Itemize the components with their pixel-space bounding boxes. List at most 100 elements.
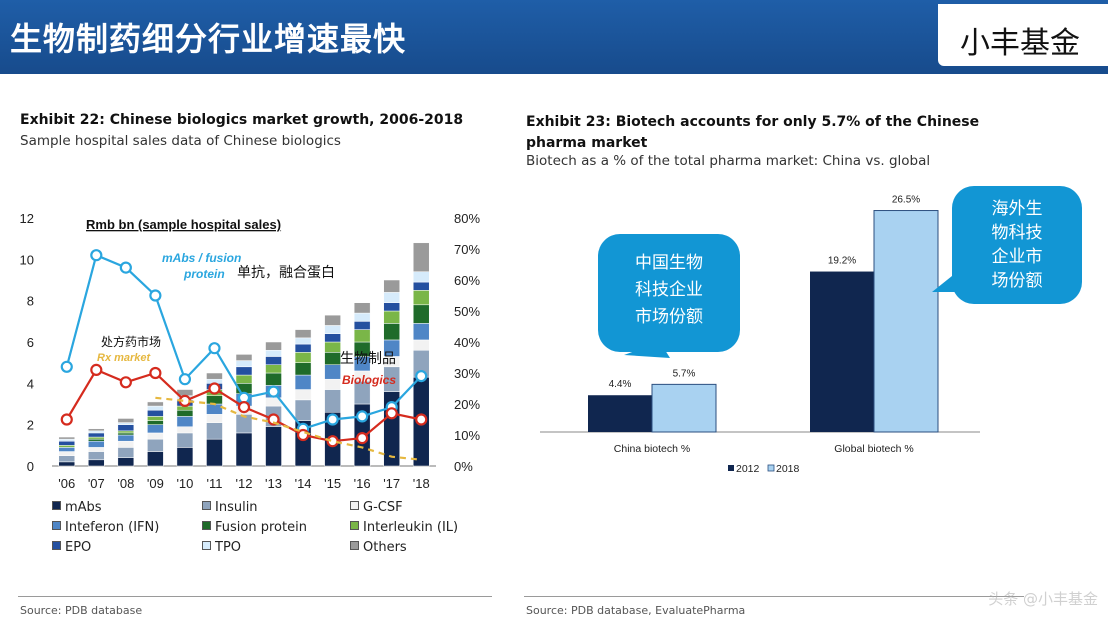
bar-segment <box>176 416 194 427</box>
legend-item: EPO <box>52 540 91 555</box>
mabs-line-label-cn: 单抗，融合蛋白 <box>237 264 335 280</box>
bar-segment <box>147 420 164 425</box>
legend-item: mAbs <box>52 500 102 515</box>
callout-china-line: 科技企业 <box>635 280 703 299</box>
legend-swatch <box>202 501 211 510</box>
mabs-line-label: mAbs / fusion <box>162 251 241 265</box>
x-tick-label: '17 <box>383 476 400 491</box>
bar-segment <box>235 366 253 376</box>
legend-item: G-CSF <box>350 500 403 515</box>
bar-segment <box>265 341 282 351</box>
legend-swatch <box>52 521 61 530</box>
legend-swatch-2012 <box>728 465 734 471</box>
exhibit-22-source: Source: PDB database <box>20 604 143 617</box>
bar-segment <box>383 279 400 293</box>
y2-tick-label: 10% <box>454 428 480 443</box>
bar-segment <box>147 451 164 467</box>
bar-value-label: 4.4% <box>609 379 632 390</box>
bar-segment <box>294 337 312 345</box>
bar-segment <box>58 447 76 452</box>
legend-label: Inteferon (IFN) <box>65 520 160 535</box>
bar-segment <box>324 314 341 326</box>
legend-swatch <box>350 501 359 510</box>
line-point <box>119 376 132 389</box>
line-point <box>178 373 192 386</box>
x-tick-label: '14 <box>295 476 312 491</box>
legend-label-2018: 2018 <box>776 463 800 475</box>
bar-segment <box>88 436 105 440</box>
bar-segment <box>117 430 135 434</box>
bar-segment <box>265 426 282 467</box>
bar-segment <box>235 354 253 361</box>
biologics-line-label: Biologics <box>342 373 396 387</box>
legend-label: mAbs <box>65 500 102 515</box>
bar-segment <box>324 352 341 365</box>
y-tick-label: 4 <box>27 376 34 391</box>
line-point <box>149 289 162 302</box>
legend-swatch <box>52 501 61 510</box>
x-tick-label: '18 <box>413 476 430 491</box>
legend-label: Fusion protein <box>215 520 307 535</box>
legend-label: Others <box>363 540 407 555</box>
line-point <box>415 370 428 383</box>
bar-segment <box>88 438 105 442</box>
legend-swatch-2018 <box>767 464 775 472</box>
callout-global-line: 场份额 <box>992 271 1043 290</box>
legend-label: Insulin <box>215 500 258 515</box>
bar-segment <box>235 432 253 467</box>
line-point <box>208 342 221 355</box>
bar-segment <box>412 242 430 272</box>
bar-segment <box>324 341 341 353</box>
bar-segment <box>147 401 164 407</box>
legend-label-2012: 2012 <box>736 463 760 475</box>
line-point <box>267 385 280 398</box>
title-banner: 生物制药细分行业增速最快 小丰基金 <box>0 0 1108 74</box>
exhibit-23-chart: 4.4% 5.7% China biotech % 19.2% 26.5% Global … <box>540 186 1082 475</box>
bar-segment <box>294 399 312 421</box>
x-tick-label: '06 <box>58 476 75 491</box>
y-tick-label: 10 <box>20 252 34 267</box>
legend-item: TPO <box>202 540 241 555</box>
x-tick-label: '11 <box>206 476 222 491</box>
y-tick-label: 0 <box>27 459 34 474</box>
exhibit-23-subtitle: Biotech as a % of the total pharma marke… <box>526 153 931 169</box>
line-point <box>237 401 251 414</box>
callout-global-line: 海外生 <box>992 199 1043 218</box>
bar-segment <box>117 424 135 432</box>
bar-segment <box>147 424 164 434</box>
bar-segment <box>294 362 312 376</box>
bar-value-label: 19.2% <box>828 256 856 267</box>
mabs-line-label-2: protein <box>183 267 225 281</box>
bar-segment <box>412 290 430 306</box>
y-tick-label: 8 <box>27 294 34 309</box>
x-tick-label: '12 <box>236 476 253 491</box>
bar-segment <box>324 333 341 343</box>
bar-segment <box>206 422 223 440</box>
y2-tick-label: 30% <box>454 366 480 381</box>
legend-label: Interleukin (IL) <box>363 520 459 535</box>
right-footer-rule <box>524 596 1024 597</box>
category-label: Global biotech % <box>834 443 913 455</box>
bar-segment <box>88 447 105 452</box>
legend-item: Interleukin (IL) <box>350 520 458 535</box>
bar-segment <box>88 428 105 432</box>
x-tick-label: '07 <box>88 476 105 491</box>
bar-segment <box>324 378 341 390</box>
bar-segment <box>58 451 76 456</box>
legend-swatch <box>350 541 359 550</box>
line-point <box>385 407 398 420</box>
brand-box: 小丰基金 <box>938 4 1108 66</box>
bar-segment <box>88 451 105 461</box>
bar-segment <box>147 405 164 411</box>
bar-segment <box>324 325 341 334</box>
x-tick-label: '13 <box>265 476 282 491</box>
y-axis-caption: Rmb bn (sample hospital sales) <box>86 217 281 232</box>
y-tick-label: 12 <box>20 211 34 226</box>
y-tick-label: 6 <box>27 335 34 350</box>
bar-segment <box>117 422 135 425</box>
bar-segment <box>265 356 282 365</box>
y2-tick-label: 50% <box>454 304 480 319</box>
bar-segment <box>88 432 105 438</box>
page-title: 生物制药细分行业增速最快 <box>10 20 407 58</box>
bar <box>873 210 939 433</box>
